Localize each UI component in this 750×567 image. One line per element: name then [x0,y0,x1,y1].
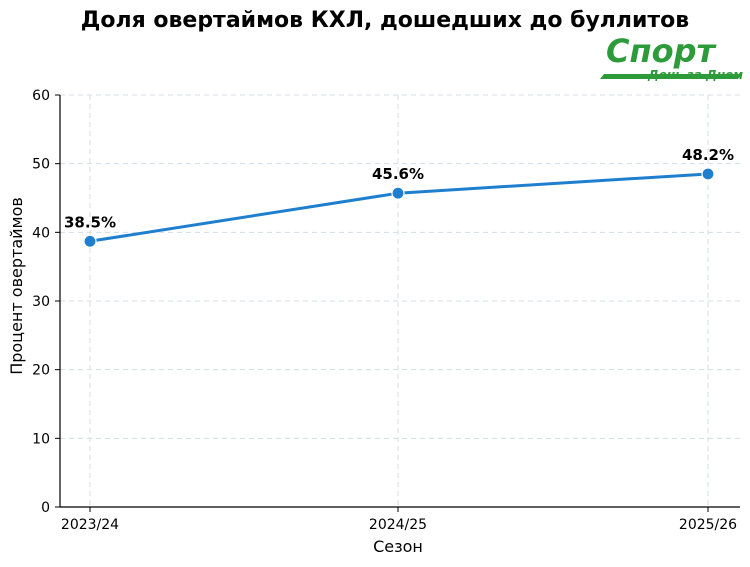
x-axis-label: Сезон [373,537,423,556]
data-labels: 38.5% 45.6% 48.2% [64,146,734,231]
y-tick-label: 0 [41,500,50,516]
data-point [391,186,405,200]
y-axis-label: Процент овертаймов [7,197,26,375]
axes [55,94,740,512]
x-tick-label: 2023/24 [61,517,119,533]
x-tick-label: 2024/25 [369,517,427,533]
x-tick-label: 2025/26 [679,517,737,533]
logo-sub-text: День за Днем [647,68,743,82]
chart-title: Доля овертаймов КХЛ, дошедших до буллито… [81,8,689,33]
data-label: 38.5% [64,213,116,231]
grid-lines [60,94,740,507]
y-tick-label: 20 [32,363,50,379]
y-tick-label: 50 [32,157,50,173]
y-tick-label: 60 [32,88,50,104]
sport-den-za-dnem-logo: Спорт День за Днем [600,32,743,82]
series-polyline [89,172,709,243]
tick-labels: 0 10 20 30 40 50 60 2023/24 2024/25 2025/26 [32,88,737,533]
y-tick-label: 30 [32,294,50,310]
data-label: 45.6% [372,165,424,183]
data-point [83,234,97,248]
logo-main-text: Спорт [606,32,717,70]
y-tick-label: 10 [32,431,50,447]
data-points [83,167,715,248]
data-point [701,167,715,181]
y-tick-label: 40 [32,225,50,241]
data-label: 48.2% [682,146,734,164]
series-line [89,172,709,243]
